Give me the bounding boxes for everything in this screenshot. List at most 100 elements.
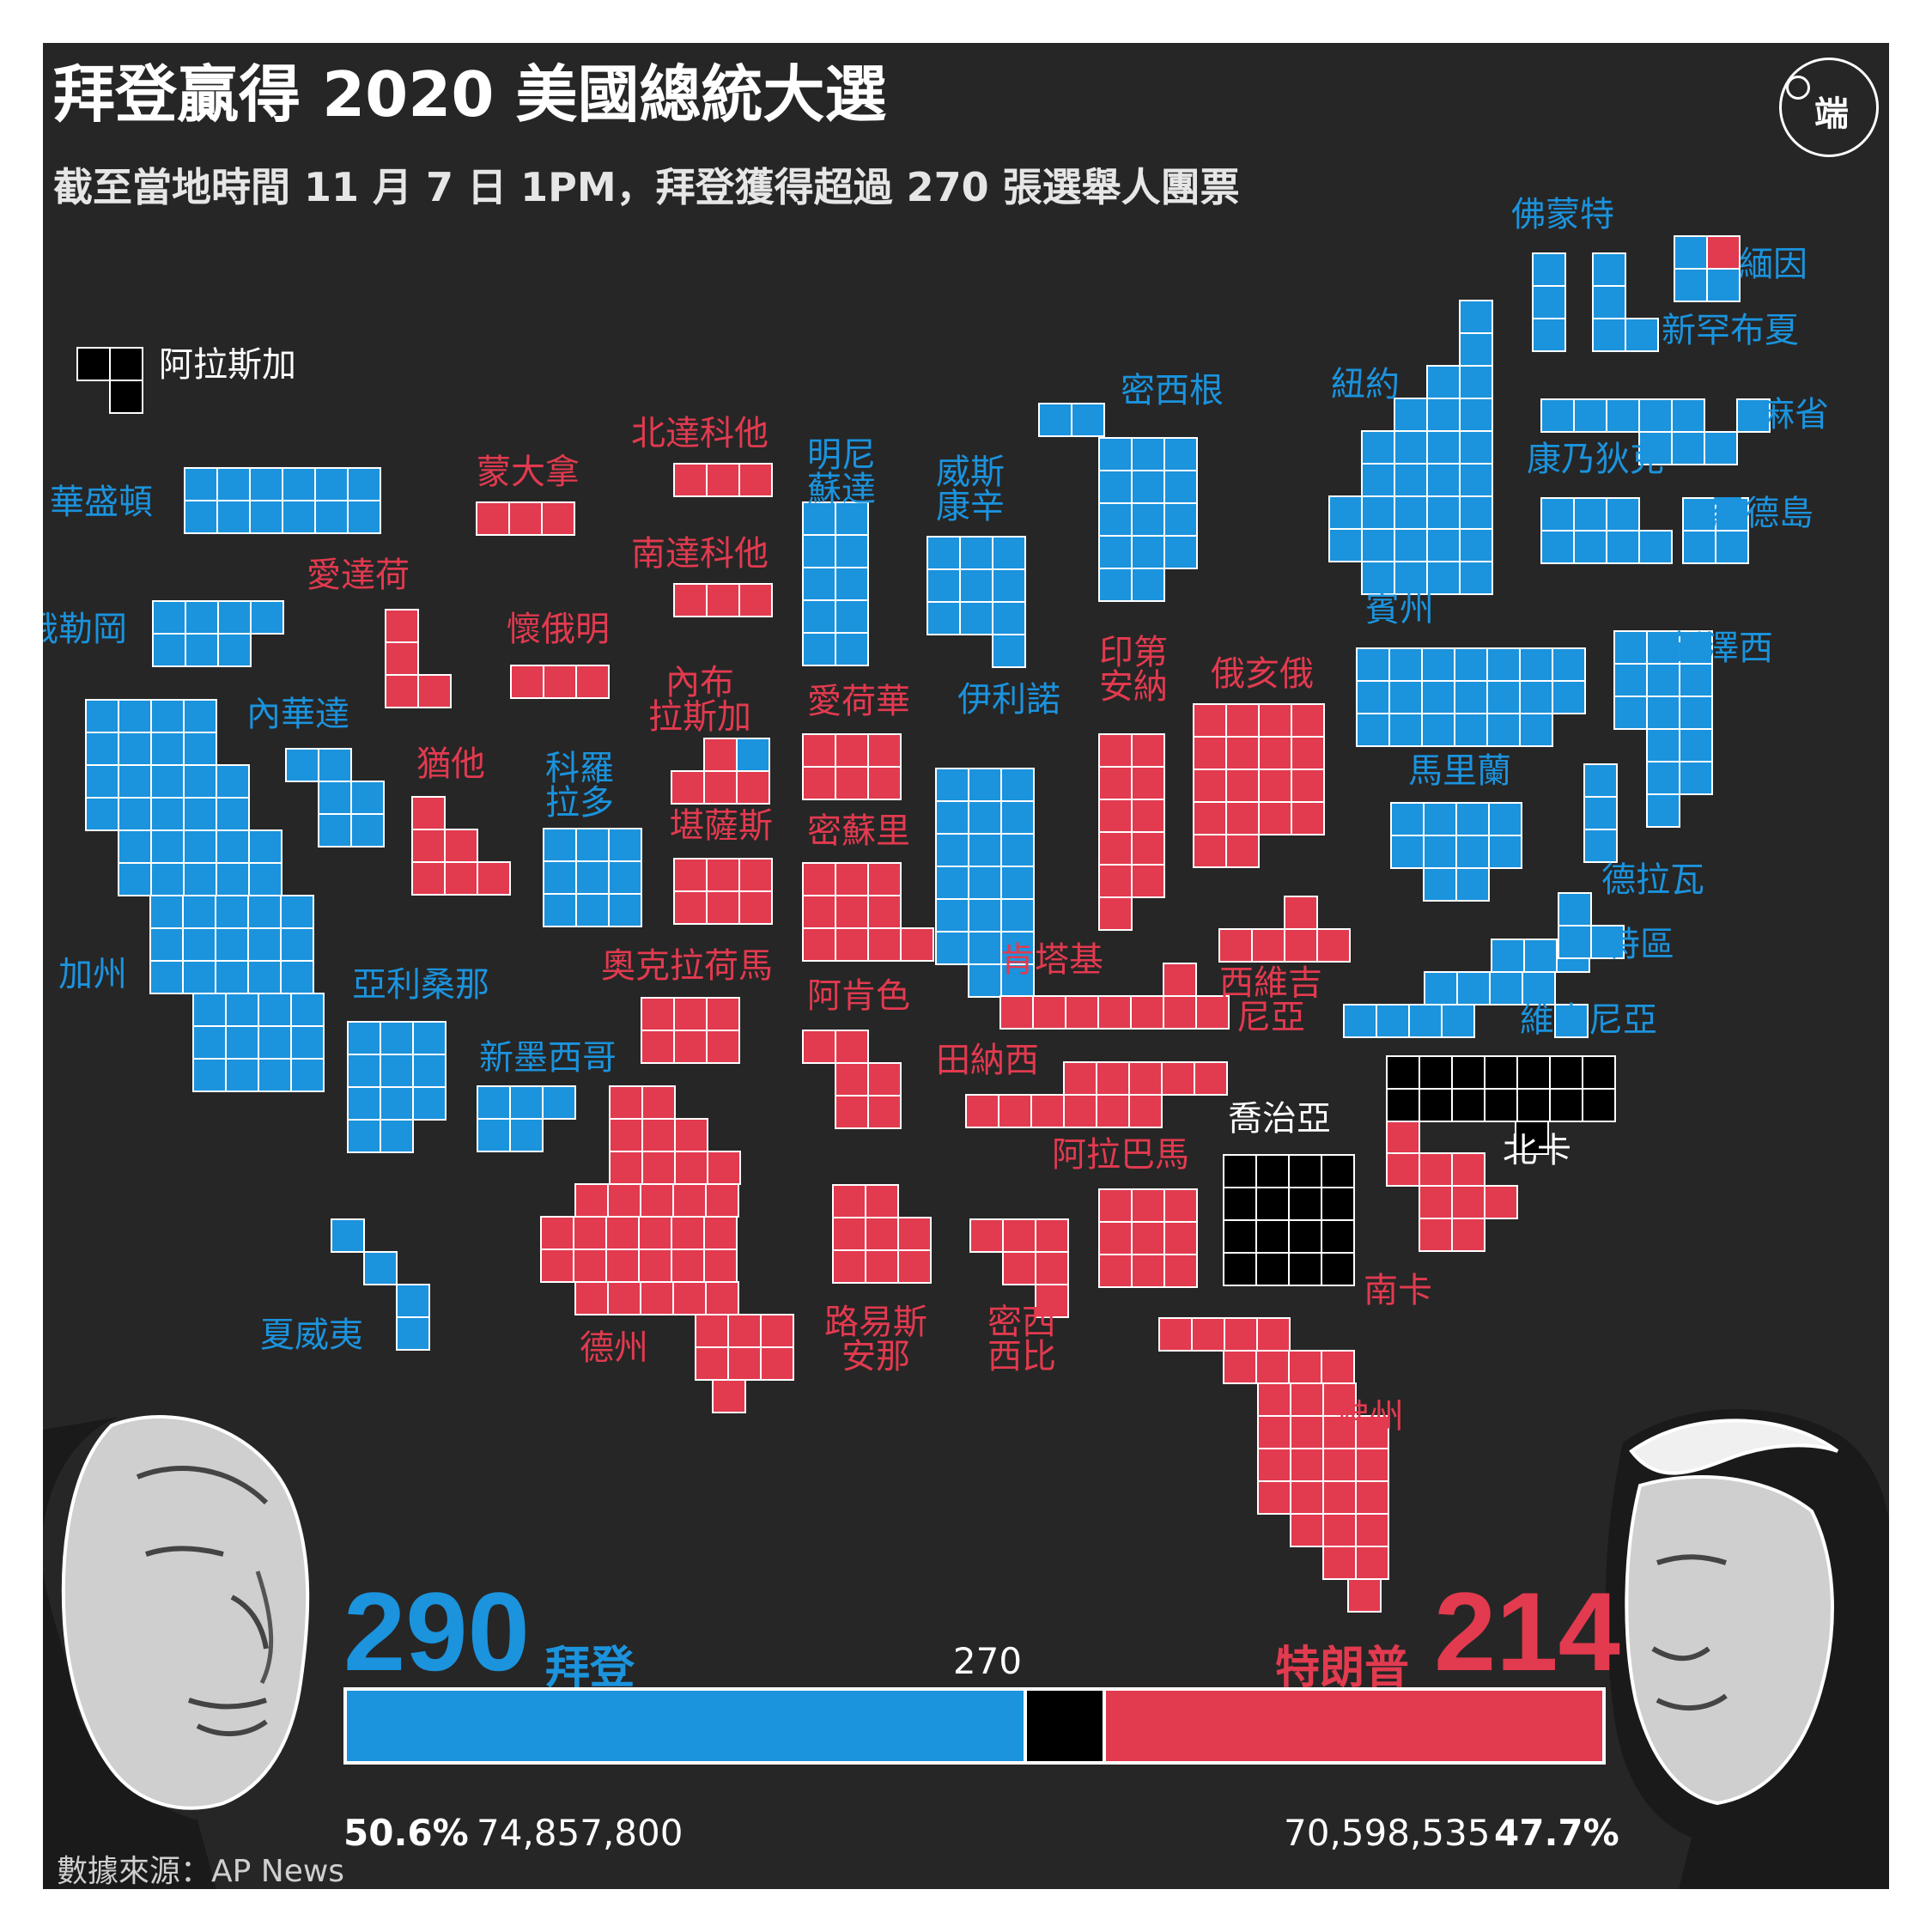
trump-portrait bbox=[1606, 1409, 1889, 1889]
state-tile bbox=[867, 733, 902, 768]
trump-name: 特朗普 bbox=[1275, 1643, 1410, 1694]
page-subtitle: 截至當地時間 11 月 7 日 1PM，拜登獲得超過 270 張選舉人團票 bbox=[53, 164, 1240, 210]
state-tile bbox=[1191, 1317, 1225, 1352]
state-tile bbox=[280, 895, 314, 929]
state-tile bbox=[1671, 431, 1705, 465]
state-tile bbox=[85, 699, 119, 733]
state-tile bbox=[285, 748, 319, 782]
state-tile bbox=[150, 797, 185, 831]
state-tile bbox=[1419, 1152, 1453, 1187]
state-tiles-5 bbox=[331, 1218, 430, 1351]
state-tile bbox=[1516, 1088, 1551, 1122]
state-tiles-30 bbox=[969, 1218, 1069, 1318]
state-tile bbox=[865, 1184, 899, 1218]
biden-popular-pct: 50.6% bbox=[343, 1812, 469, 1854]
state-tile bbox=[707, 1151, 741, 1185]
state-tiles-45 bbox=[1540, 497, 1673, 564]
state-tile bbox=[152, 600, 186, 635]
state-tile bbox=[1225, 703, 1260, 738]
state-tile bbox=[998, 1094, 1032, 1128]
state-tile bbox=[1255, 1350, 1290, 1384]
state-tiles-40 bbox=[1390, 802, 1522, 902]
state-tile bbox=[703, 738, 738, 772]
state-tile bbox=[1459, 332, 1493, 367]
state-tile bbox=[1736, 398, 1771, 433]
state-tile bbox=[1638, 398, 1673, 433]
state-tile bbox=[347, 1086, 381, 1121]
state-tiles-16 bbox=[673, 858, 773, 925]
state-label: 馬里蘭 bbox=[1408, 751, 1511, 791]
state-tile bbox=[149, 927, 184, 962]
state-tile bbox=[477, 1085, 511, 1120]
state-tile bbox=[1459, 430, 1493, 465]
state-tile bbox=[1000, 866, 1035, 900]
state-tiles-34 bbox=[1223, 1154, 1355, 1286]
state-tile bbox=[1646, 793, 1680, 828]
state-tile bbox=[192, 993, 227, 1027]
state-tile bbox=[1419, 1055, 1453, 1090]
state-tile bbox=[867, 1062, 902, 1097]
state-tile bbox=[802, 862, 836, 896]
state-tile bbox=[638, 1249, 672, 1283]
state-tile bbox=[1194, 1061, 1228, 1096]
state-tile bbox=[1065, 995, 1099, 1030]
state-tiles-27 bbox=[1098, 733, 1165, 931]
state-tile bbox=[1679, 696, 1713, 730]
state-tile bbox=[1386, 1055, 1420, 1090]
state-tile bbox=[835, 567, 869, 601]
state-tile bbox=[1386, 1120, 1420, 1154]
state-tile bbox=[1583, 796, 1618, 830]
state-tile bbox=[350, 813, 385, 848]
state-tile bbox=[411, 829, 446, 863]
state-tile bbox=[1288, 1154, 1322, 1188]
biden-popular-votes: 74,857,800 bbox=[477, 1812, 683, 1854]
state-tile bbox=[411, 796, 446, 830]
state-tile bbox=[1489, 971, 1523, 1005]
publisher-logo: 端 bbox=[1779, 58, 1879, 157]
state-tile bbox=[867, 927, 902, 962]
state-tile bbox=[185, 633, 219, 667]
state-tile bbox=[1419, 1218, 1453, 1252]
state-tile bbox=[1519, 680, 1553, 714]
state-label: 賓州 bbox=[1365, 590, 1434, 629]
state-tile bbox=[968, 866, 1002, 900]
state-tile bbox=[802, 567, 836, 601]
state-tile bbox=[1131, 568, 1165, 602]
state-tile bbox=[225, 1025, 259, 1060]
state-tile bbox=[935, 800, 969, 835]
state-tile bbox=[1355, 1448, 1389, 1482]
state-tile bbox=[1451, 1185, 1485, 1219]
state-tile bbox=[1251, 928, 1285, 963]
state-tile bbox=[1532, 285, 1566, 319]
state-tile bbox=[835, 599, 869, 634]
state-tile bbox=[695, 1346, 729, 1381]
state-tile bbox=[1459, 398, 1493, 432]
state-tile bbox=[673, 890, 708, 925]
state-tile bbox=[1193, 703, 1227, 738]
state-tile bbox=[1098, 864, 1133, 898]
state-tile bbox=[672, 1183, 707, 1218]
state-tile bbox=[835, 733, 869, 768]
logo-dot-icon bbox=[1786, 76, 1810, 100]
state-tile bbox=[1394, 463, 1428, 497]
state-tile bbox=[1573, 398, 1607, 433]
state-tile bbox=[969, 1218, 1004, 1253]
state-tile bbox=[1573, 497, 1607, 532]
state-tile bbox=[959, 568, 993, 603]
state-tile bbox=[1098, 733, 1133, 768]
state-tile bbox=[1321, 1219, 1355, 1254]
state-tile bbox=[1163, 1221, 1198, 1255]
state-tile bbox=[444, 861, 478, 896]
state-tile bbox=[673, 1030, 708, 1064]
state-tile bbox=[1071, 403, 1105, 437]
state-tiles-18 bbox=[540, 1085, 794, 1413]
state-tile bbox=[900, 927, 934, 962]
state-tile bbox=[1218, 928, 1253, 963]
state-tile bbox=[1288, 1187, 1322, 1221]
state-tile bbox=[1646, 663, 1680, 697]
state-tile bbox=[118, 699, 152, 733]
state-tile bbox=[477, 861, 511, 896]
state-tile bbox=[282, 500, 316, 534]
state-tile bbox=[1131, 831, 1165, 866]
state-tile bbox=[1613, 696, 1648, 730]
